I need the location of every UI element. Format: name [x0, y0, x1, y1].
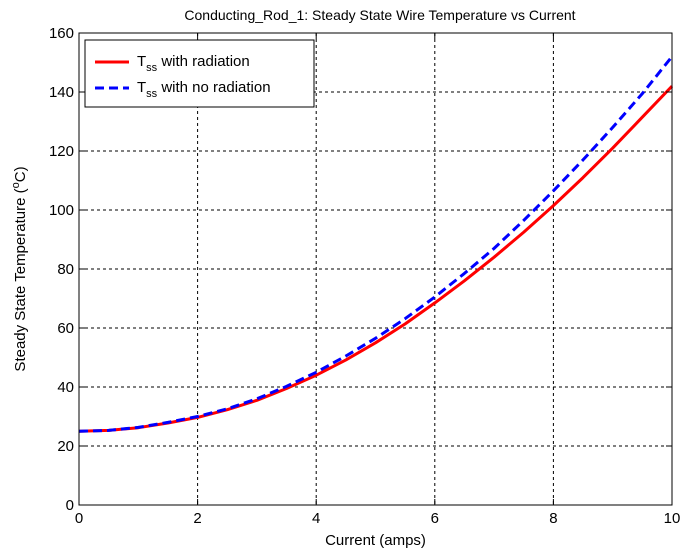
y-tick-label: 60 — [57, 320, 74, 337]
y-tick-label: 40 — [57, 379, 74, 396]
y-tick-label: 120 — [49, 143, 74, 160]
y-tick-label: 0 — [66, 497, 74, 514]
x-tick-label: 4 — [312, 510, 320, 527]
y-axis-label-suffix: C) — [12, 166, 29, 182]
y-tick-label: 160 — [49, 25, 74, 42]
x-tick-label: 10 — [664, 510, 681, 527]
y-tick-label: 20 — [57, 438, 74, 455]
y-tick-label: 80 — [57, 261, 74, 278]
legend-box — [85, 40, 314, 107]
x-tick-label: 0 — [75, 510, 83, 527]
x-tick-label: 8 — [549, 510, 557, 527]
y-tick-label: 100 — [49, 202, 74, 219]
x-tick-label: 2 — [193, 510, 201, 527]
x-tick-label: 6 — [431, 510, 439, 527]
y-tick-label: 140 — [49, 84, 74, 101]
chart-title: Conducting_Rod_1: Steady State Wire Temp… — [184, 7, 575, 23]
legend: Tss with radiation Tss with no radiation — [85, 40, 314, 107]
y-axis-label-prefix: Steady State Temperature ( — [12, 188, 29, 371]
x-axis-label: Current (amps) — [325, 532, 426, 549]
y-axis-label: Steady State Temperature (oC) — [10, 166, 29, 371]
